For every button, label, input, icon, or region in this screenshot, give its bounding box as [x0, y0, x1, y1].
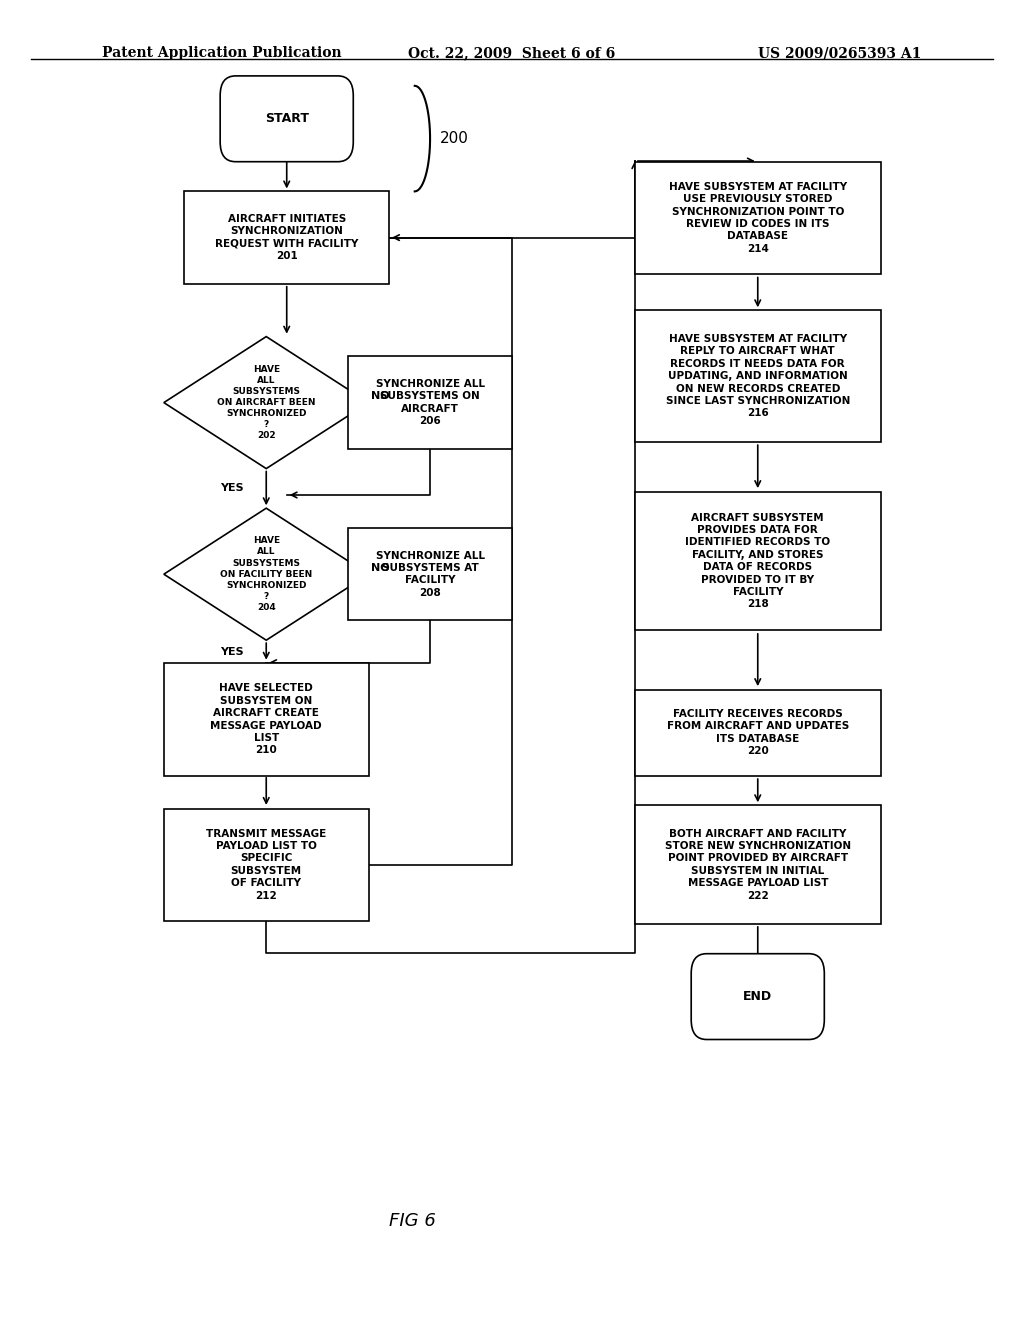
Bar — [635, 689, 881, 776]
Bar — [184, 191, 389, 284]
Bar — [348, 528, 512, 620]
Text: US 2009/0265393 A1: US 2009/0265393 A1 — [758, 46, 922, 61]
Bar — [164, 808, 369, 921]
Text: BOTH AIRCRAFT AND FACILITY
STORE NEW SYNCHRONIZATION
POINT PROVIDED BY AIRCRAFT
: BOTH AIRCRAFT AND FACILITY STORE NEW SYN… — [665, 829, 851, 900]
Text: NO: NO — [371, 562, 389, 573]
Text: 200: 200 — [440, 131, 469, 147]
FancyBboxPatch shape — [691, 953, 824, 1040]
Text: SYNCHRONIZE ALL
SUBSYSTEMS ON
AIRCRAFT
206: SYNCHRONIZE ALL SUBSYSTEMS ON AIRCRAFT 2… — [376, 379, 484, 426]
Text: FIG 6: FIG 6 — [389, 1212, 436, 1230]
Text: FACILITY RECEIVES RECORDS
FROM AIRCRAFT AND UPDATES
ITS DATABASE
220: FACILITY RECEIVES RECORDS FROM AIRCRAFT … — [667, 709, 849, 756]
Text: SYNCHRONIZE ALL
SUBSYSTEMS AT
FACILITY
208: SYNCHRONIZE ALL SUBSYSTEMS AT FACILITY 2… — [376, 550, 484, 598]
Text: YES: YES — [220, 483, 244, 494]
Bar — [635, 805, 881, 924]
Polygon shape — [164, 337, 369, 469]
Bar — [348, 356, 512, 449]
Text: Oct. 22, 2009  Sheet 6 of 6: Oct. 22, 2009 Sheet 6 of 6 — [409, 46, 615, 61]
Bar — [635, 162, 881, 275]
Text: HAVE
ALL
SUBSYSTEMS
ON FACILITY BEEN
SYNCHRONIZED
?
204: HAVE ALL SUBSYSTEMS ON FACILITY BEEN SYN… — [220, 536, 312, 612]
Text: AIRCRAFT INITIATES
SYNCHRONIZATION
REQUEST WITH FACILITY
201: AIRCRAFT INITIATES SYNCHRONIZATION REQUE… — [215, 214, 358, 261]
Polygon shape — [164, 508, 369, 640]
Text: HAVE
ALL
SUBSYSTEMS
ON AIRCRAFT BEEN
SYNCHRONIZED
?
202: HAVE ALL SUBSYSTEMS ON AIRCRAFT BEEN SYN… — [217, 364, 315, 441]
Text: AIRCRAFT SUBSYSTEM
PROVIDES DATA FOR
IDENTIFIED RECORDS TO
FACILITY, AND STORES
: AIRCRAFT SUBSYSTEM PROVIDES DATA FOR IDE… — [685, 512, 830, 610]
Text: TRANSMIT MESSAGE
PAYLOAD LIST TO
SPECIFIC
SUBSYSTEM
OF FACILITY
212: TRANSMIT MESSAGE PAYLOAD LIST TO SPECIFI… — [206, 829, 327, 900]
Text: START: START — [265, 112, 308, 125]
Bar — [635, 492, 881, 631]
Text: NO: NO — [371, 391, 389, 401]
FancyBboxPatch shape — [220, 75, 353, 161]
Text: HAVE SUBSYSTEM AT FACILITY
USE PREVIOUSLY STORED
SYNCHRONIZATION POINT TO
REVIEW: HAVE SUBSYSTEM AT FACILITY USE PREVIOUSL… — [669, 182, 847, 253]
Bar — [635, 310, 881, 442]
Text: Patent Application Publication: Patent Application Publication — [102, 46, 342, 61]
Bar — [164, 663, 369, 776]
Text: YES: YES — [220, 647, 244, 657]
Text: END: END — [743, 990, 772, 1003]
Text: HAVE SUBSYSTEM AT FACILITY
REPLY TO AIRCRAFT WHAT
RECORDS IT NEEDS DATA FOR
UPDA: HAVE SUBSYSTEM AT FACILITY REPLY TO AIRC… — [666, 334, 850, 418]
Text: HAVE SELECTED
SUBSYSTEM ON
AIRCRAFT CREATE
MESSAGE PAYLOAD
LIST
210: HAVE SELECTED SUBSYSTEM ON AIRCRAFT CREA… — [210, 684, 323, 755]
